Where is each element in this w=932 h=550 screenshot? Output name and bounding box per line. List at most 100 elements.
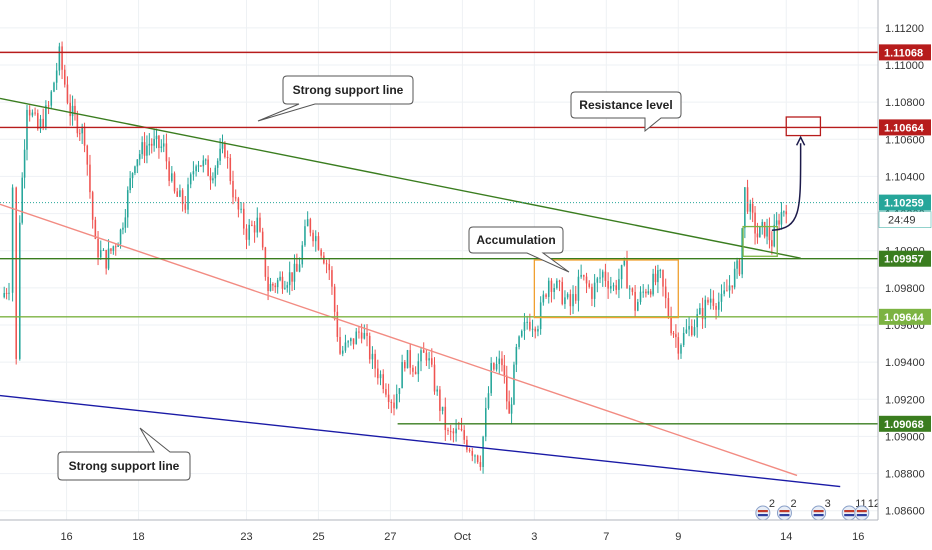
candle xyxy=(143,132,146,164)
candle-body xyxy=(304,226,306,246)
candle xyxy=(61,41,63,80)
candle-body xyxy=(639,291,642,303)
candle xyxy=(146,135,148,164)
candle xyxy=(189,172,192,189)
support-09068-tag-text: 1.09068 xyxy=(884,419,924,431)
candle-body xyxy=(484,408,487,437)
countdown-tag xyxy=(878,211,932,228)
candle-body xyxy=(347,341,349,343)
candle-body xyxy=(279,276,281,281)
candle xyxy=(301,241,304,268)
candle xyxy=(114,243,117,256)
candle-body xyxy=(783,211,785,213)
candle xyxy=(148,133,151,156)
candle-body xyxy=(744,187,746,229)
target-box xyxy=(785,116,822,137)
candle xyxy=(709,288,712,310)
event-flag-1-stripe xyxy=(757,510,768,513)
candle-body xyxy=(441,406,444,411)
candle xyxy=(738,257,741,277)
candle xyxy=(741,228,743,279)
candle xyxy=(385,383,387,398)
candle-body xyxy=(377,368,379,379)
candle xyxy=(577,269,580,312)
candle xyxy=(8,282,10,301)
candle-body xyxy=(274,285,277,288)
candle-body xyxy=(672,333,675,335)
y-tick-label: 1.09800 xyxy=(885,283,925,295)
candle xyxy=(91,190,94,229)
candle xyxy=(439,386,441,422)
candle xyxy=(379,370,382,386)
candle-body xyxy=(281,276,284,289)
candle-body xyxy=(395,393,398,409)
candle xyxy=(229,153,232,185)
candle xyxy=(212,172,214,184)
candle xyxy=(296,253,298,272)
candle xyxy=(580,264,582,279)
candle xyxy=(723,281,725,297)
candle-body xyxy=(122,227,124,230)
candle-body xyxy=(452,431,455,434)
candle-body xyxy=(204,159,207,161)
candle xyxy=(768,217,771,249)
event-flag-2-circle xyxy=(776,505,792,521)
candle xyxy=(566,292,569,300)
candle xyxy=(759,225,761,238)
candle xyxy=(712,290,715,310)
candle xyxy=(28,105,31,122)
candle xyxy=(176,187,178,197)
candle xyxy=(550,278,553,303)
candle xyxy=(141,136,143,159)
candle-body xyxy=(323,255,325,264)
event-flag-3: 3 xyxy=(811,498,831,521)
candle xyxy=(74,98,76,121)
candle-body xyxy=(468,449,471,451)
candle xyxy=(53,81,55,93)
candle-body xyxy=(754,212,756,234)
resistance-level-tag-text: 1.10664 xyxy=(884,122,925,134)
candle-body xyxy=(114,246,117,248)
candle xyxy=(574,285,577,304)
candle-body xyxy=(146,145,148,156)
current-price-tag-bg xyxy=(879,194,931,211)
x-tick-label: 16 xyxy=(852,531,864,543)
candle xyxy=(11,184,14,302)
candle xyxy=(325,259,328,274)
candle-body xyxy=(414,371,417,375)
candle-body xyxy=(688,326,690,330)
candle-body xyxy=(189,174,192,185)
callout-accumulation-text: Accumulation xyxy=(476,233,555,247)
candle xyxy=(639,286,642,305)
candle xyxy=(704,295,707,328)
callout-accumulation: Accumulation xyxy=(468,226,570,273)
candle xyxy=(187,177,189,215)
candle xyxy=(688,316,690,337)
candle xyxy=(649,288,652,298)
candle-body xyxy=(778,220,780,225)
candle xyxy=(377,359,379,385)
candle-body xyxy=(202,160,205,167)
event-flag-3-stripe2 xyxy=(813,514,824,517)
candle xyxy=(495,356,498,372)
current-price-tag-text: 1.10259 xyxy=(884,198,924,210)
candle-body xyxy=(344,342,347,351)
candle xyxy=(23,139,26,189)
candle-body xyxy=(291,272,293,282)
event-flag-1-count: 2 xyxy=(769,498,775,510)
event-flag-1-circle xyxy=(755,505,771,521)
candle-body xyxy=(667,298,670,317)
candle-body xyxy=(314,236,317,242)
candle xyxy=(680,343,682,359)
candle-body xyxy=(704,299,707,320)
callout-resistance: Resistance level xyxy=(570,91,682,133)
candle-body xyxy=(529,321,531,330)
candle-body xyxy=(209,175,212,181)
candle xyxy=(670,306,672,336)
candle xyxy=(523,313,526,340)
candle-body xyxy=(487,393,490,409)
candle xyxy=(463,425,465,445)
x-tick-label: 14 xyxy=(780,531,792,543)
candle xyxy=(209,167,212,190)
